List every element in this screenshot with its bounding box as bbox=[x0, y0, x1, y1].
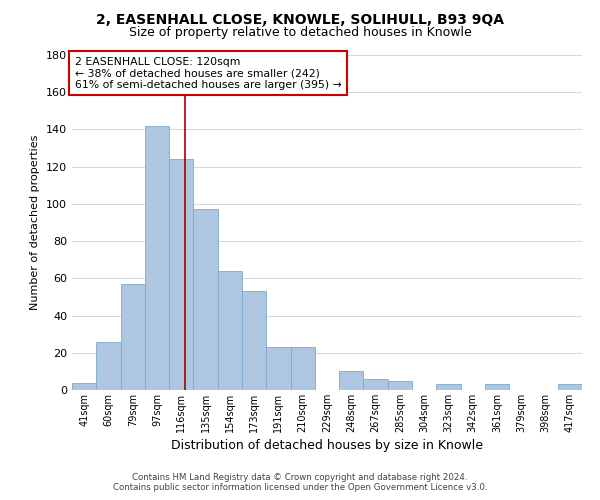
X-axis label: Distribution of detached houses by size in Knowle: Distribution of detached houses by size … bbox=[171, 439, 483, 452]
Bar bbox=[169, 159, 193, 390]
Text: Size of property relative to detached houses in Knowle: Size of property relative to detached ho… bbox=[128, 26, 472, 39]
Bar bbox=[388, 380, 412, 390]
Bar bbox=[558, 384, 582, 390]
Bar bbox=[193, 210, 218, 390]
Bar bbox=[485, 384, 509, 390]
Bar bbox=[242, 292, 266, 390]
Y-axis label: Number of detached properties: Number of detached properties bbox=[31, 135, 40, 310]
Text: 2 EASENHALL CLOSE: 120sqm
← 38% of detached houses are smaller (242)
61% of semi: 2 EASENHALL CLOSE: 120sqm ← 38% of detac… bbox=[74, 56, 341, 90]
Bar bbox=[218, 271, 242, 390]
Bar bbox=[121, 284, 145, 390]
Text: 2, EASENHALL CLOSE, KNOWLE, SOLIHULL, B93 9QA: 2, EASENHALL CLOSE, KNOWLE, SOLIHULL, B9… bbox=[96, 12, 504, 26]
Bar bbox=[96, 342, 121, 390]
Bar bbox=[436, 384, 461, 390]
Bar bbox=[290, 347, 315, 390]
Bar bbox=[72, 382, 96, 390]
Bar bbox=[339, 372, 364, 390]
Bar bbox=[364, 379, 388, 390]
Text: Contains HM Land Registry data © Crown copyright and database right 2024.
Contai: Contains HM Land Registry data © Crown c… bbox=[113, 473, 487, 492]
Bar bbox=[145, 126, 169, 390]
Bar bbox=[266, 347, 290, 390]
